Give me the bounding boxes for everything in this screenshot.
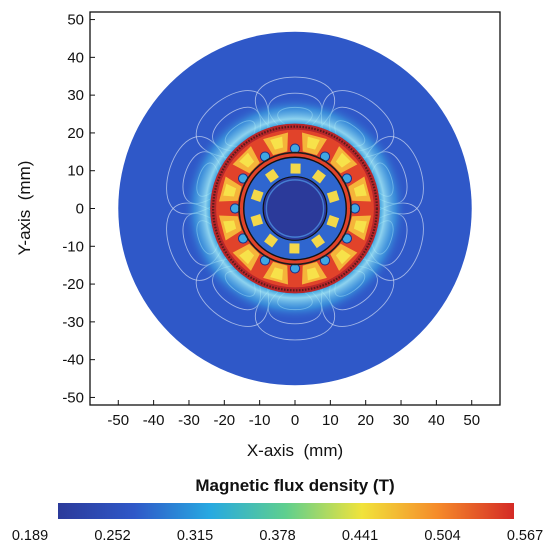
y-tick-label: 50: [67, 12, 84, 29]
y-tick-label: -50: [62, 389, 84, 406]
x-tick-label: 0: [291, 412, 299, 429]
colorbar-tick-label: 0.504: [424, 528, 460, 544]
colorbar-title: Magnetic flux density (T): [195, 476, 394, 495]
x-tick-label: 10: [322, 412, 339, 429]
rotor-bore: [262, 176, 328, 241]
y-tick-label: 10: [67, 163, 84, 180]
stator-tooth-core: [223, 220, 237, 234]
plot-content: [118, 31, 472, 386]
rotor-bar: [326, 190, 340, 203]
y-tick-label: -10: [62, 238, 84, 255]
stator-tooth-core: [270, 267, 284, 281]
x-tick-label: 50: [463, 412, 480, 429]
x-tick-label: 20: [357, 412, 374, 429]
rotor-bar: [290, 163, 301, 174]
air-gap-boundary: [238, 151, 352, 266]
colorbar-tick-label: 0.189: [12, 528, 48, 544]
colorbar-tick-label: 0.252: [94, 528, 130, 544]
x-tick-label: -10: [249, 412, 271, 429]
rotor-bar: [264, 168, 279, 183]
x-tick-label: 40: [428, 412, 445, 429]
x-tick-label: -50: [107, 412, 129, 429]
colorbar-tick-label: 0.378: [259, 528, 295, 544]
x-tick-label: -20: [213, 412, 235, 429]
stator-tooth-core: [353, 183, 367, 197]
colorbar-tick-label: 0.441: [342, 528, 378, 544]
x-tick-label: -40: [143, 412, 165, 429]
rotor-bar: [250, 214, 264, 227]
stator-lamination-lines: [212, 125, 378, 292]
rotor-outline: [243, 156, 347, 261]
y-tick-label: -40: [62, 352, 84, 369]
stator-tooth-core: [306, 267, 320, 281]
colorbar-tick-labels: 0.189 0.252 0.315 0.378 0.441 0.504 0.567: [12, 528, 543, 544]
colorbar-tick-label: 0.567: [507, 528, 543, 544]
rotor-bar: [326, 215, 340, 228]
stator-tooth-core: [306, 136, 320, 150]
x-axis-label: X-axis (mm): [247, 441, 343, 460]
rotor-bar: [264, 233, 279, 248]
colorbar: [58, 503, 514, 519]
x-tick-label: 30: [393, 412, 410, 429]
y-tick-label: -20: [62, 276, 84, 293]
y-tick-label: 20: [67, 125, 84, 142]
y-axis-ticks: -50 -40 -30 -20 -10 0 10 20 30 40 50: [62, 12, 95, 406]
stator-tooth-core: [335, 152, 351, 168]
rotor-bore-edge: [265, 179, 325, 238]
y-tick-label: -30: [62, 314, 84, 331]
machine-cross-section: [210, 123, 380, 294]
x-tick-label: -30: [178, 412, 200, 429]
rotor-bar: [250, 189, 264, 202]
rotor-bar: [311, 169, 326, 184]
y-tick-label: 0: [76, 201, 84, 218]
stator-tooth-core: [353, 220, 367, 234]
y-tick-label: 40: [67, 49, 84, 66]
stator-tooth-core: [223, 183, 237, 197]
rotor-bar: [311, 234, 326, 249]
y-axis-label: Y-axis (mm): [15, 161, 34, 256]
stator-tooth-core: [239, 152, 255, 168]
stator-tooth-core: [239, 249, 255, 265]
x-axis-ticks: -50 -40 -30 -20 -10 0 10 20 30 40 50: [107, 400, 480, 429]
y-tick-label: 30: [67, 87, 84, 104]
colorbar-tick-label: 0.315: [177, 528, 213, 544]
rotor-bar: [289, 243, 300, 254]
stator-tooth-core: [270, 136, 284, 150]
stator-tooth-core: [335, 249, 351, 265]
